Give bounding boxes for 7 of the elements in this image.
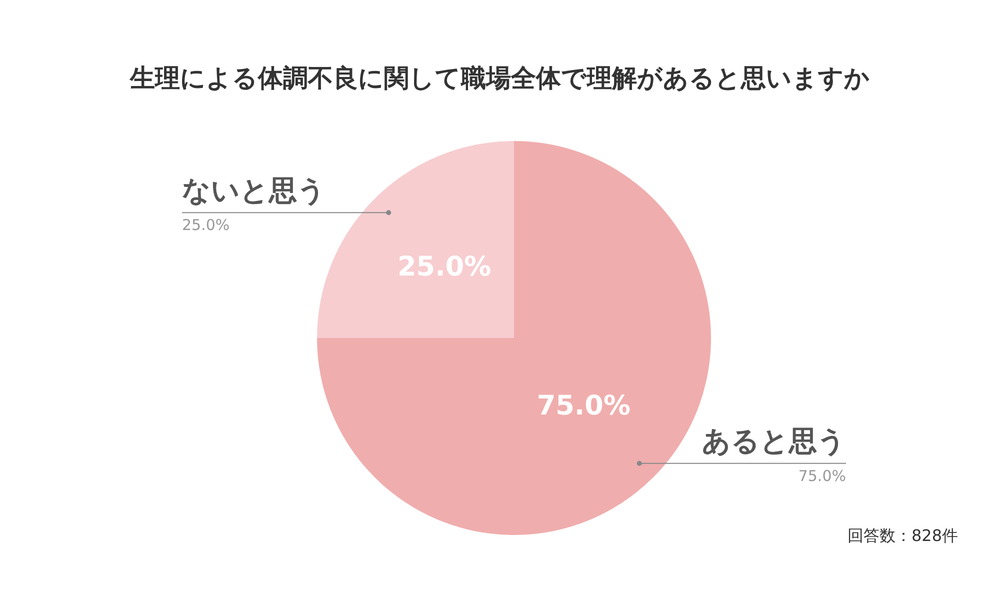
text: 回答数：828件	[847, 526, 958, 546]
text: 25.0%	[182, 216, 230, 234]
slice-label: あると思う	[702, 424, 846, 458]
chart-title: 生理による体調不良に関して職場全体で理解があると思いますか	[129, 64, 870, 92]
text: 75.0%	[798, 466, 846, 485]
slice-label: ないと思う	[182, 174, 326, 207]
data-label: 75.0%	[536, 390, 630, 422]
